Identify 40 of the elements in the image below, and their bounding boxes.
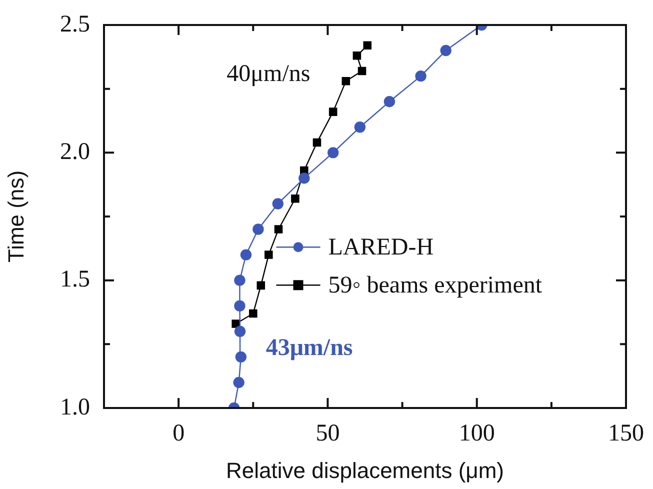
x-tick-label: 50 (316, 420, 340, 447)
y-tick-label: 1.5 (60, 266, 90, 293)
point (234, 326, 246, 337)
y-tick-label: 1.0 (60, 394, 90, 420)
point (384, 96, 396, 108)
point (342, 77, 350, 86)
point (233, 376, 244, 388)
legend-label: 59◦ beams experiment (328, 272, 542, 298)
point (291, 194, 300, 203)
point (234, 300, 246, 312)
point (363, 41, 372, 50)
point (235, 351, 247, 363)
point (312, 138, 322, 147)
point (328, 108, 338, 116)
y-tick-label: 2.5 (60, 11, 90, 38)
x-tick-label: 150 (608, 420, 644, 447)
point (298, 172, 310, 184)
x-tick-label: 0 (172, 420, 185, 447)
point (240, 249, 252, 260)
point (232, 320, 240, 328)
annotation: 40μm/ns (226, 61, 310, 88)
point (249, 309, 258, 318)
point (358, 66, 366, 76)
point (252, 224, 264, 235)
point (274, 225, 283, 234)
point (234, 274, 246, 286)
point (272, 198, 284, 210)
point (327, 147, 339, 158)
point (354, 122, 366, 133)
point (264, 250, 273, 259)
point (256, 281, 266, 290)
legend-label: LARED-H (328, 234, 434, 260)
y-axis-title: Time (ns) (3, 170, 28, 263)
x-tick-label: 100 (458, 420, 495, 447)
annotation: 43μm/ns (266, 334, 353, 361)
point (415, 70, 426, 82)
x-axis-title: Relative displacements (μm) (226, 458, 504, 483)
point (352, 52, 362, 60)
y-tick-label: 2.0 (60, 138, 90, 165)
point (440, 44, 452, 56)
